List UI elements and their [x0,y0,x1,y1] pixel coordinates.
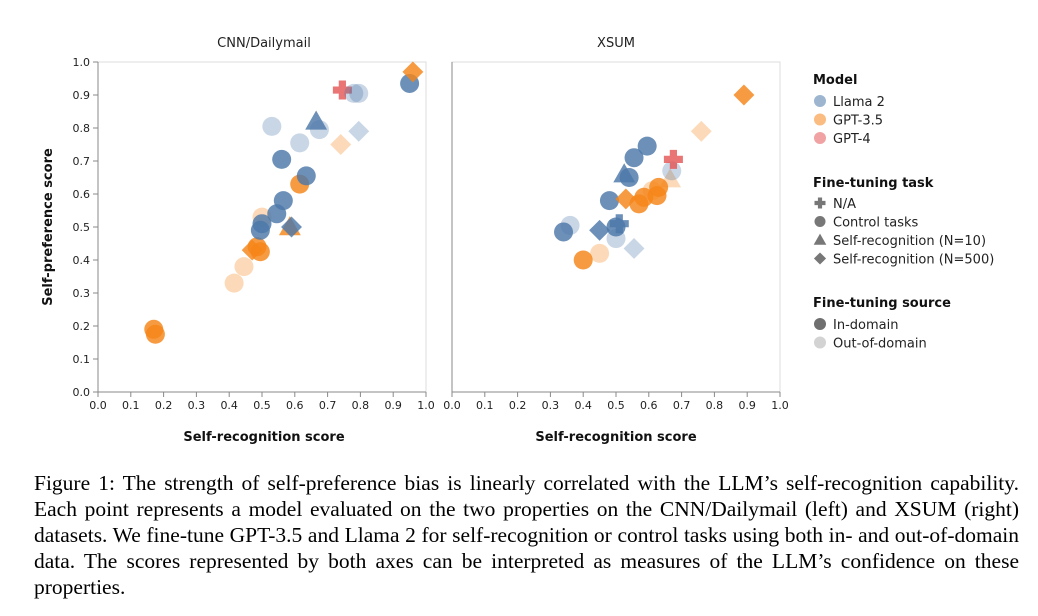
legend-label-model: GPT-3.5 [833,114,883,129]
data-point [332,80,352,100]
legend-swatch-model [814,113,826,126]
legend-title-model: Model [813,73,857,88]
data-point [624,148,644,168]
legend: Model Llama 2 GPT-3.5 GPT-4 Fine-tuning ta… [813,73,994,352]
data-point [609,214,629,234]
panel-cnn-dailymail: CNN/Dailymail 0.0 0.1 0.2 0.3 0.4 0.5 0.6 0.7 0.… [41,36,435,445]
data-point [348,120,370,142]
data-point [145,324,165,344]
y-tick-label: 0.5 [73,221,91,234]
panel-title-cnn: CNN/Dailymail [217,36,311,51]
legend-label-model: GPT-4 [833,132,871,147]
y-tick-label: 0.8 [73,122,91,135]
data-point [733,84,755,106]
x-tick-label: 0.6 [640,399,658,412]
data-point [560,215,580,235]
panel-xsum: XSUM 0.0 0.1 0.2 0.3 0.4 0.5 0.6 0.7 0.8 0.9 1.0 S… [443,36,789,445]
y-tick-label: 0.0 [73,386,91,399]
data-point [281,216,302,238]
x-tick-label: 0.1 [122,399,140,412]
data-point [573,250,593,270]
figure-chart: CNN/Dailymail 0.0 0.1 0.2 0.3 0.4 0.5 0.6 0.7 0.… [41,36,994,445]
x-tick-label: 0.4 [574,399,592,412]
x-tick-label: 0.3 [542,399,560,412]
x-tick-label: 1.0 [417,399,435,412]
x-tick-label: 0.9 [384,399,402,412]
data-point [344,83,364,103]
x-axis-title-left: Self-recognition score [183,430,345,445]
legend-swatch-source [814,336,826,349]
data-point [305,110,328,130]
legend-label-task: Control tasks [833,216,918,231]
legend-swatch-task [813,233,827,245]
data-point [262,116,282,136]
data-point [349,83,369,103]
data-point [690,120,712,142]
y-tick-label: 0.3 [73,287,91,300]
y-tick-label: 0.4 [73,254,91,267]
legend-label-source: In-domain [833,318,898,333]
data-point [554,222,574,242]
data-point [330,134,352,155]
y-axis-title: Self-preference score [41,148,56,306]
legend-label-task: Self-recognition (N=500) [833,253,994,268]
data-point [296,166,316,186]
data-point [599,191,619,211]
x-tick-label: 0.5 [607,399,625,412]
x-tick-label: 0.0 [443,399,461,412]
data-point [290,133,310,153]
y-tick-label: 0.6 [73,188,91,201]
data-point [619,168,639,187]
figure-caption: Figure 1: The strength of self-preferenc… [34,471,1019,599]
data-point [273,191,293,211]
x-tick-label: 0.4 [220,399,238,412]
x-tick-label: 0.3 [188,399,206,412]
legend-label-task: Self-recognition (N=10) [833,234,986,249]
legend-swatch-task [814,216,826,227]
x-tick-label: 0.7 [319,399,337,412]
x-tick-label: 0.2 [509,399,527,412]
legend-title-source: Fine-tuning source [813,296,951,311]
x-tick-label: 0.6 [286,399,304,412]
y-tick-label: 0.7 [73,155,91,168]
x-tick-label: 0.8 [352,399,370,412]
legend-label-task: N/A [833,197,856,212]
data-point [252,214,272,234]
y-tick-label: 0.2 [73,320,91,333]
data-point [589,219,611,241]
x-tick-label: 1.0 [771,399,789,412]
legend-title-task: Fine-tuning task [813,176,934,191]
legend-swatch-task [813,252,827,265]
data-point [623,238,645,259]
x-tick-label: 0.2 [155,399,173,412]
panel-title-xsum: XSUM [597,36,635,51]
x-tick-label: 0.7 [673,399,691,412]
data-point [272,149,292,169]
legend-swatch-task [814,197,826,209]
x-tick-label: 0.1 [476,399,494,412]
data-point [663,149,683,169]
x-axis-title-right: Self-recognition score [535,430,697,445]
y-tick-label: 1.0 [73,56,91,69]
data-point [402,61,424,83]
data-point [224,273,244,293]
legend-swatch-model [814,132,826,144]
legend-label-source: Out-of-domain [833,337,927,352]
x-tick-label: 0.8 [706,399,724,412]
data-point [250,242,270,262]
x-tick-label: 0.0 [89,399,107,412]
data-point [637,136,657,156]
data-point [309,120,329,140]
data-point [649,177,669,197]
legend-label-model: Llama 2 [833,95,885,110]
data-point [659,168,682,188]
data-point [234,257,254,277]
x-tick-label: 0.9 [738,399,756,412]
x-tick-label: 0.5 [253,399,271,412]
y-tick-label: 0.1 [73,353,91,366]
legend-swatch-model [814,95,826,107]
data-point [590,243,610,263]
y-tick-label: 0.9 [73,89,91,102]
legend-swatch-source [814,318,826,330]
